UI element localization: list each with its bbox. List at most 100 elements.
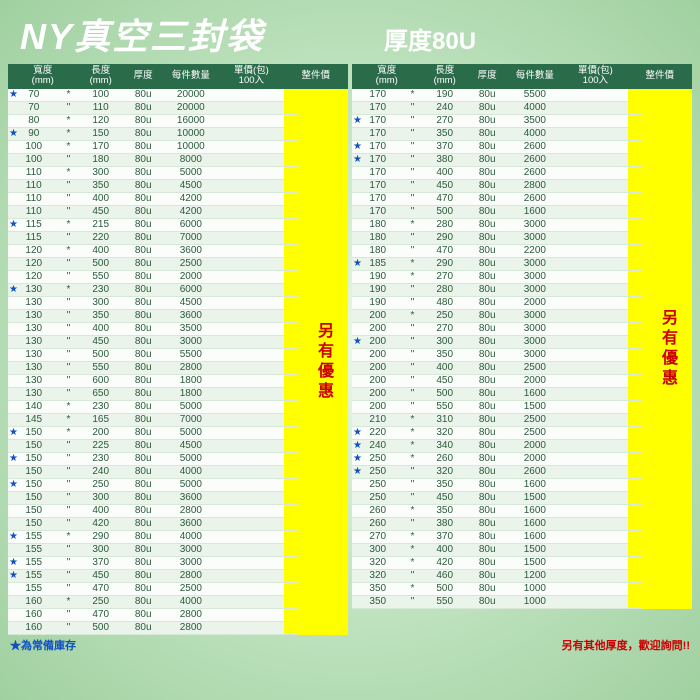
table-row: 170"35080u4000 xyxy=(352,128,692,141)
cell-ditto: " xyxy=(404,336,422,349)
cell-price xyxy=(219,245,283,258)
cell-width: 100 xyxy=(8,154,60,167)
star-icon: ★ xyxy=(9,454,18,464)
cell-qty: 3000 xyxy=(507,323,564,336)
cell-offer xyxy=(284,297,348,310)
cell-thickness: 80u xyxy=(124,284,163,297)
cell-ditto: * xyxy=(404,89,422,102)
cell-ditto: " xyxy=(60,557,78,570)
cell-price xyxy=(219,141,283,154)
cell-offer xyxy=(284,219,348,232)
cell-qty: 5000 xyxy=(163,479,220,492)
star-icon: ★ xyxy=(353,259,362,269)
cell-ditto: " xyxy=(60,609,78,622)
cell-qty: 3500 xyxy=(163,323,220,336)
cell-qty: 3000 xyxy=(507,219,564,232)
cell-width: 170 xyxy=(352,102,404,115)
cell-ditto: * xyxy=(60,141,78,154)
cell-ditto: " xyxy=(60,271,78,284)
col-qty: 每件數量 xyxy=(507,64,564,89)
cell-ditto: * xyxy=(60,167,78,180)
cell-width: 130 xyxy=(8,323,60,336)
cell-width: ★185 xyxy=(352,258,404,271)
table-row: 110"40080u4200 xyxy=(8,193,348,206)
cell-price xyxy=(219,284,283,297)
cell-thickness: 80u xyxy=(468,167,507,180)
cell-ditto: " xyxy=(60,622,78,635)
cell-qty: 2500 xyxy=(163,583,220,596)
cell-thickness: 80u xyxy=(124,544,163,557)
cell-width: 170 xyxy=(352,128,404,141)
cell-thickness: 80u xyxy=(124,271,163,284)
cell-ditto: " xyxy=(404,206,422,219)
cell-thickness: 80u xyxy=(468,375,507,388)
cell-thickness: 80u xyxy=(124,531,163,544)
cell-length: 220 xyxy=(78,232,124,245)
cell-length: 380 xyxy=(422,518,468,531)
cell-price xyxy=(563,206,627,219)
cell-ditto: " xyxy=(60,258,78,271)
cell-offer xyxy=(284,206,348,219)
cell-offer xyxy=(284,180,348,193)
cell-price xyxy=(219,115,283,128)
footnote-left: ★為常備庫存 xyxy=(10,637,76,653)
cell-ditto: " xyxy=(60,518,78,531)
cell-qty: 3000 xyxy=(507,258,564,271)
cell-width: 130 xyxy=(8,310,60,323)
cell-thickness: 80u xyxy=(124,622,163,635)
cell-offer xyxy=(284,466,348,479)
cell-price xyxy=(563,258,627,271)
cell-length: 280 xyxy=(422,219,468,232)
cell-price xyxy=(219,388,283,401)
cell-price xyxy=(219,557,283,570)
table-row: 350"55080u1000 xyxy=(352,596,692,609)
cell-ditto: " xyxy=(404,115,422,128)
cell-thickness: 80u xyxy=(468,284,507,297)
cell-price xyxy=(563,180,627,193)
table-row: 120"55080u2000 xyxy=(8,271,348,284)
cell-thickness: 80u xyxy=(468,414,507,427)
cell-thickness: 80u xyxy=(468,401,507,414)
cell-offer xyxy=(628,401,692,414)
cell-price xyxy=(219,466,283,479)
cell-width: 150 xyxy=(8,466,60,479)
cell-ditto: * xyxy=(404,557,422,570)
cell-ditto: " xyxy=(60,492,78,505)
cell-qty: 2000 xyxy=(507,375,564,388)
cell-width: 145 xyxy=(8,414,60,427)
cell-offer xyxy=(628,167,692,180)
col-price: 單價(包)100入 xyxy=(563,64,627,89)
footnote-right: 另有其他厚度，歡迎詢問!! xyxy=(562,637,690,653)
cell-ditto: * xyxy=(404,414,422,427)
cell-ditto: " xyxy=(60,375,78,388)
cell-thickness: 80u xyxy=(468,544,507,557)
cell-offer xyxy=(284,245,348,258)
cell-thickness: 80u xyxy=(468,219,507,232)
cell-qty: 2200 xyxy=(507,245,564,258)
table-row: 145*16580u7000 xyxy=(8,414,348,427)
cell-thickness: 80u xyxy=(468,570,507,583)
cell-offer xyxy=(284,505,348,518)
cell-ditto: * xyxy=(404,427,422,440)
table-row: 170"45080u2800 xyxy=(352,180,692,193)
table-row: 130"30080u4500 xyxy=(8,297,348,310)
cell-length: 180 xyxy=(78,154,124,167)
cell-ditto: " xyxy=(404,128,422,141)
cell-thickness: 80u xyxy=(468,323,507,336)
cell-price xyxy=(563,193,627,206)
cell-length: 290 xyxy=(78,531,124,544)
cell-thickness: 80u xyxy=(124,141,163,154)
cell-thickness: 80u xyxy=(124,102,163,115)
cell-width: 140 xyxy=(8,401,60,414)
table-row: 150"30080u3600 xyxy=(8,492,348,505)
cell-ditto: " xyxy=(60,323,78,336)
cell-length: 190 xyxy=(422,89,468,102)
cell-offer xyxy=(628,193,692,206)
cell-length: 370 xyxy=(78,557,124,570)
cell-ditto: * xyxy=(404,271,422,284)
cell-qty: 5000 xyxy=(163,453,220,466)
cell-length: 370 xyxy=(422,141,468,154)
cell-qty: 5500 xyxy=(507,89,564,102)
table-row: 130"50080u5500 xyxy=(8,349,348,362)
cell-width: 160 xyxy=(8,596,60,609)
